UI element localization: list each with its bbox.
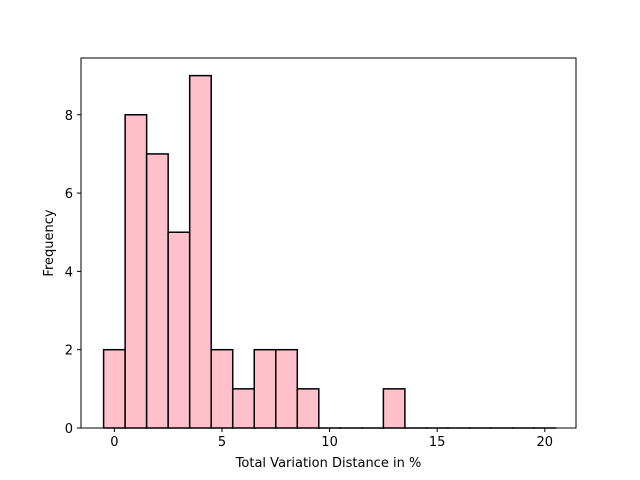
x-tick-label: 15 — [429, 435, 446, 450]
x-tick-label: 10 — [321, 435, 338, 450]
histogram-bar — [382, 388, 406, 429]
y-tick-label: 4 — [65, 265, 73, 280]
histogram-bar — [145, 153, 169, 429]
histogram-bar — [231, 388, 255, 429]
x-tick-label: 0 — [110, 435, 118, 450]
histogram-bar — [102, 348, 126, 429]
histogram-bar — [210, 348, 234, 429]
histogram-bar — [188, 74, 212, 429]
histogram-bar — [167, 231, 191, 429]
histogram-bar — [275, 348, 299, 429]
histogram-bar — [296, 388, 320, 429]
x-axis-ticks: 0 5 10 15 20 — [110, 428, 553, 450]
x-tick-label: 20 — [537, 435, 554, 450]
histogram-bar — [124, 114, 148, 429]
bars-group — [102, 74, 557, 429]
x-tick-label: 5 — [218, 435, 226, 450]
y-axis-ticks: 0 2 4 6 8 — [65, 109, 81, 437]
plot-frame — [80, 57, 577, 429]
x-axis-label: Total Variation Distance in % — [235, 456, 422, 471]
y-tick-label: 6 — [65, 187, 73, 202]
y-axis-label: Frequency — [42, 209, 57, 276]
histogram-bar — [253, 348, 277, 429]
y-tick-label: 0 — [65, 422, 73, 437]
y-tick-label: 8 — [65, 109, 73, 124]
y-tick-label: 2 — [65, 344, 73, 359]
